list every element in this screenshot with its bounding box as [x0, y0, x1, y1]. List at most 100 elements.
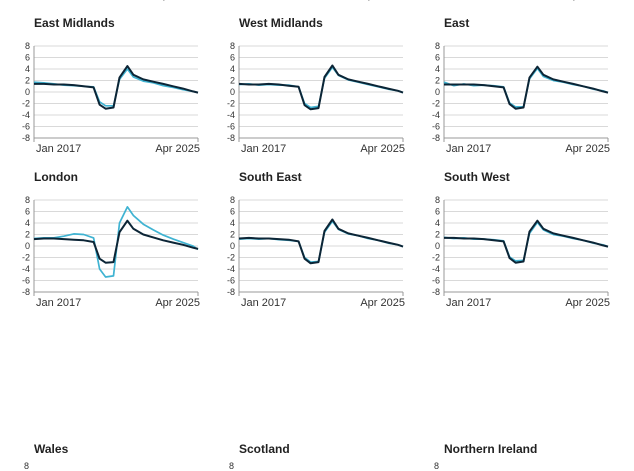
y-tick-label: -8	[22, 287, 30, 297]
y-tick-label: 4	[25, 218, 30, 228]
y-tick-label: 6	[435, 53, 440, 63]
chart-title: Northern Ireland	[444, 442, 538, 456]
chart-title: East Midlands	[34, 16, 115, 30]
y-tick-label: -4	[22, 264, 30, 274]
chart-title: Wales	[34, 442, 69, 456]
y-tick-label: -4	[432, 110, 440, 120]
y-tick-label: 4	[435, 64, 440, 74]
y-tick-label: -6	[432, 276, 440, 286]
y-tick-label: 2	[25, 76, 30, 86]
chart-title: London	[34, 170, 78, 184]
series-line	[238, 66, 404, 109]
y-tick-label: 4	[435, 218, 440, 228]
chart-panel: West Midlands 8 6 4 2 0 -2 -4 -6 -8 Jan 2017 Apr 20…	[205, 16, 410, 170]
y-tick-label: -8	[432, 133, 440, 143]
x-tick-label-end: Apr 2025	[155, 0, 200, 1]
y-tick-label: -8	[227, 133, 235, 143]
y-tick-label: -2	[22, 253, 30, 263]
series-line	[238, 218, 404, 265]
y-tick-label: 8	[25, 41, 30, 51]
x-tick-label-end: Apr 2025	[155, 143, 200, 155]
chart-panel: South West 8 6 4 2 0 -2 -4 -6 -8 Jan 2017 Apr 2025	[410, 170, 615, 324]
chart-panel: South East 8 6 4 2 0 -2 -4 -6 -8 Jan 2017 Apr 2025	[205, 170, 410, 324]
x-tick-label-end: Apr 2025	[360, 143, 405, 155]
y-tick-label: -2	[227, 99, 235, 109]
chart-panel: London 8 6 4 2 0 -2 -4 -6 -8 Jan 2017 Apr 2025	[0, 170, 205, 324]
x-tick-label-start: Jan 2017	[36, 297, 81, 309]
y-tick-label: 6	[435, 207, 440, 217]
y-tick-label: 4	[230, 218, 235, 228]
y-tick-label: -2	[22, 99, 30, 109]
y-tick-label: 0	[230, 87, 235, 97]
chart-title: West Midlands	[239, 16, 323, 30]
x-tick-label-start: Jan 2017	[446, 0, 491, 1]
y-tick-label: 0	[435, 87, 440, 97]
y-tick-label: 8	[435, 195, 440, 205]
y-tick-label: -8	[432, 287, 440, 297]
y-tick-label: 0	[435, 241, 440, 251]
y-tick-label: 4	[230, 64, 235, 74]
chart-title: East	[444, 16, 470, 30]
x-tick-label-end: Apr 2025	[155, 297, 200, 309]
y-tick-label: -4	[227, 264, 235, 274]
x-tick-label-start: Jan 2017	[241, 0, 286, 1]
x-tick-label-start: Jan 2017	[446, 297, 491, 309]
y-tick-label: -8	[22, 133, 30, 143]
y-tick-label: 0	[25, 241, 30, 251]
y-tick-label: 8	[230, 195, 235, 205]
y-tick-label: -6	[432, 122, 440, 132]
y-tick-label: -2	[432, 99, 440, 109]
chart-panel: East 8 6 4 2 0 -2 -4 -6 -8 Jan 2017 Apr 2025	[410, 16, 615, 170]
x-tick-label-end: Apr 2025	[565, 297, 610, 309]
chart-title: Scotland	[239, 442, 290, 456]
y-tick-label: 2	[230, 76, 235, 86]
y-tick-label: 6	[25, 207, 30, 217]
y-tick-label: 4	[25, 64, 30, 74]
y-tick-label: -6	[22, 122, 30, 132]
y-tick-label: 8	[229, 461, 235, 471]
x-tick-label-start: Jan 2017	[36, 0, 81, 1]
y-tick-label: 6	[230, 207, 235, 217]
y-tick-label: -2	[432, 253, 440, 263]
chart-title: South East	[239, 170, 302, 184]
y-tick-label: 8	[24, 461, 30, 471]
series-line	[238, 64, 404, 111]
y-tick-label: 0	[25, 87, 30, 97]
x-tick-label-start: Jan 2017	[446, 143, 491, 155]
y-tick-label: -4	[432, 264, 440, 274]
series-line	[33, 219, 199, 264]
series-line	[444, 219, 609, 264]
y-tick-label: 8	[435, 41, 440, 51]
y-tick-label: 2	[435, 76, 440, 86]
y-tick-label: 2	[230, 230, 235, 240]
y-tick-label: 8	[434, 461, 440, 471]
y-tick-label: -8	[227, 287, 235, 297]
x-tick-label-start: Jan 2017	[36, 143, 81, 155]
y-tick-label: 2	[435, 230, 440, 240]
y-tick-label: -6	[227, 122, 235, 132]
x-tick-label-start: Jan 2017	[241, 297, 286, 309]
y-tick-label: -6	[227, 276, 235, 286]
series-line	[34, 65, 199, 110]
chart-svg: 8 64 20 -2-4 -6-8 Jan 2017 Apr 2025	[432, 195, 610, 309]
y-tick-label: 6	[230, 53, 235, 63]
x-tick-label-end: Apr 2025	[360, 0, 405, 1]
chart-panel: East Midlands 8 6 4 2 0 -2 -4 -6 -8 Jan 2017 Apr 20…	[0, 16, 205, 170]
chart-title: South West	[444, 170, 510, 184]
y-tick-label: -6	[22, 276, 30, 286]
series-line	[443, 221, 609, 262]
y-tick-label: 8	[230, 41, 235, 51]
y-tick-label: -4	[22, 110, 30, 120]
x-tick-label-end: Apr 2025	[360, 297, 405, 309]
